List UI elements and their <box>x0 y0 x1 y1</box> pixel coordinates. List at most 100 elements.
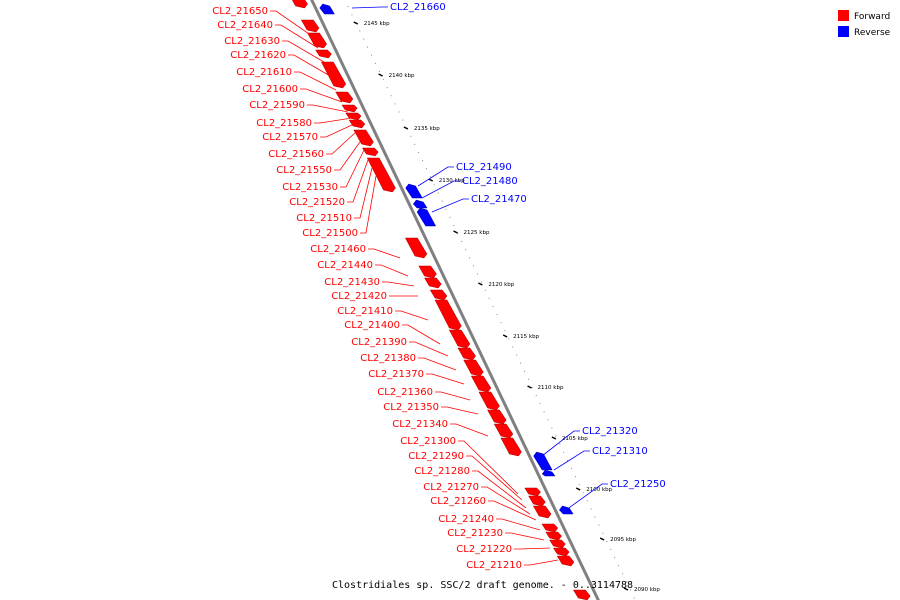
forward-gene-label[interactable]: CL2_21380 <box>360 353 416 364</box>
forward-gene-label[interactable]: CL2_21530 <box>282 182 338 193</box>
reverse-label-leader <box>417 166 454 187</box>
forward-gene-arrow[interactable] <box>300 19 320 33</box>
forward-gene-label[interactable]: CL2_21590 <box>249 100 305 111</box>
forward-gene-label[interactable]: CL2_21350 <box>383 402 439 413</box>
forward-gene-arrow[interactable] <box>361 147 379 157</box>
legend: Forward Reverse <box>838 10 891 38</box>
forward-gene-label[interactable]: CL2_21630 <box>224 36 280 47</box>
reverse-gene-arrow[interactable] <box>405 183 423 199</box>
forward-gene-arrow[interactable] <box>335 91 354 104</box>
forward-gene-arrow[interactable] <box>573 589 591 600</box>
reverse-gene-arrow[interactable] <box>319 3 335 15</box>
forward-gene-label[interactable]: CL2_21220 <box>456 544 512 555</box>
reverse-label-leader <box>541 430 580 457</box>
reverse-label-leader <box>431 198 469 213</box>
reverse-gene-label[interactable]: CL2_21490 <box>456 162 512 173</box>
forward-gene-arrow[interactable] <box>341 104 358 113</box>
forward-gene-label[interactable]: CL2_21640 <box>217 20 273 31</box>
forward-gene-label[interactable]: CL2_21260 <box>430 496 486 507</box>
forward-gene-arrow[interactable] <box>500 437 522 457</box>
forward-gene-arrow[interactable] <box>463 359 484 377</box>
scale-tick-mark <box>403 126 409 130</box>
forward-gene-label[interactable]: CL2_21420 <box>331 291 387 302</box>
forward-gene-arrow[interactable] <box>470 375 492 393</box>
reverse-gene-label[interactable]: CL2_21320 <box>582 426 638 437</box>
forward-gene-arrow[interactable] <box>353 129 374 147</box>
forward-label-leader <box>282 40 325 63</box>
forward-gene-label[interactable]: CL2_21300 <box>400 436 456 447</box>
forward-gene-arrow[interactable] <box>429 289 448 301</box>
forward-gene-label[interactable]: CL2_21550 <box>276 165 332 176</box>
forward-gene-label[interactable]: CL2_21340 <box>392 419 448 430</box>
reverse-gene-label[interactable]: CL2_21480 <box>462 176 518 187</box>
scale-tick-mark <box>599 537 605 541</box>
reverse-gene-label[interactable]: CL2_21660 <box>390 2 446 13</box>
forward-gene-arrow[interactable] <box>524 487 541 497</box>
forward-gene-arrow[interactable] <box>345 112 362 121</box>
reverse-gene-arrow[interactable] <box>412 199 428 209</box>
forward-gene-label[interactable]: CL2_21580 <box>256 118 312 129</box>
reverse-gene-label[interactable]: CL2_21250 <box>610 479 666 490</box>
reverse-gene-arrow[interactable] <box>416 207 437 227</box>
forward-gene-arrow[interactable] <box>348 119 366 129</box>
forward-gene-label[interactable]: CL2_21600 <box>242 84 298 95</box>
forward-gene-arrow[interactable] <box>418 265 437 279</box>
forward-gene-arrow[interactable] <box>552 547 570 557</box>
forward-gene-label[interactable]: CL2_21210 <box>466 560 522 571</box>
forward-gene-arrow[interactable] <box>307 32 327 49</box>
forward-gene-arrow[interactable] <box>448 329 471 349</box>
forward-label-leader <box>426 373 465 385</box>
forward-gene-label[interactable]: CL2_21360 <box>377 387 433 398</box>
forward-label-leader <box>458 440 519 495</box>
forward-gene-arrow[interactable] <box>434 299 462 331</box>
forward-gene-label[interactable]: CL2_21370 <box>368 369 424 380</box>
forward-gene-arrow[interactable] <box>366 157 396 193</box>
forward-gene-arrow[interactable] <box>556 555 575 567</box>
forward-gene-arrow[interactable] <box>528 495 546 507</box>
forward-gene-label[interactable]: CL2_21390 <box>351 337 407 348</box>
forward-gene-label[interactable]: CL2_21610 <box>236 67 292 78</box>
forward-label-leader <box>409 341 449 357</box>
reverse-gene-arrow[interactable] <box>541 469 556 477</box>
scale-tick-mark <box>623 587 629 591</box>
forward-gene-arrow[interactable] <box>457 347 476 361</box>
forward-gene-label[interactable]: CL2_21400 <box>344 320 400 331</box>
forward-gene-arrow[interactable] <box>404 237 428 259</box>
forward-gene-arrow[interactable] <box>478 391 500 411</box>
scale-tick-label: 2130 kbp <box>439 178 465 184</box>
forward-gene-label[interactable]: CL2_21500 <box>302 228 358 239</box>
forward-label-leader <box>334 141 361 171</box>
forward-label-leader <box>314 117 353 124</box>
forward-gene-arrow[interactable] <box>545 531 562 541</box>
forward-gene-label[interactable]: CL2_21520 <box>289 197 345 208</box>
reverse-gene-arrow[interactable] <box>533 451 553 471</box>
forward-gene-arrow[interactable] <box>320 61 347 89</box>
forward-gene-label[interactable]: CL2_21410 <box>337 306 393 317</box>
forward-gene-label[interactable]: CL2_21510 <box>296 213 352 224</box>
forward-gene-label[interactable]: CL2_21650 <box>212 6 268 17</box>
reverse-gene-label[interactable]: CL2_21470 <box>471 194 527 205</box>
forward-label-leader <box>320 123 355 138</box>
forward-gene-label[interactable]: CL2_21240 <box>438 514 494 525</box>
forward-gene-arrow[interactable] <box>487 409 507 425</box>
forward-gene-label[interactable]: CL2_21560 <box>268 149 324 160</box>
forward-gene-label[interactable]: CL2_21270 <box>423 482 479 493</box>
forward-gene-label[interactable]: CL2_21570 <box>262 132 318 143</box>
forward-gene-arrow[interactable] <box>541 523 559 533</box>
forward-gene-arrow[interactable] <box>493 423 514 439</box>
forward-gene-arrow[interactable] <box>532 505 552 519</box>
forward-gene-arrow[interactable] <box>549 539 566 549</box>
reverse-gene-label[interactable]: CL2_21310 <box>592 446 648 457</box>
forward-gene-arrow[interactable] <box>424 277 442 289</box>
forward-gene-label[interactable]: CL2_21460 <box>310 244 366 255</box>
forward-gene-label[interactable]: CL2_21290 <box>408 451 464 462</box>
forward-gene-label[interactable]: CL2_21280 <box>414 466 470 477</box>
forward-label-leader <box>472 470 527 509</box>
forward-gene-label[interactable]: CL2_21230 <box>447 528 503 539</box>
forward-gene-arrow[interactable] <box>289 0 308 9</box>
forward-gene-label[interactable]: CL2_21440 <box>317 260 373 271</box>
forward-gene-label[interactable]: CL2_21430 <box>324 277 380 288</box>
forward-gene-label[interactable]: CL2_21620 <box>230 50 286 61</box>
forward-gene-arrow[interactable] <box>315 49 332 59</box>
scale-tick-label: 2115 kbp <box>513 334 539 340</box>
